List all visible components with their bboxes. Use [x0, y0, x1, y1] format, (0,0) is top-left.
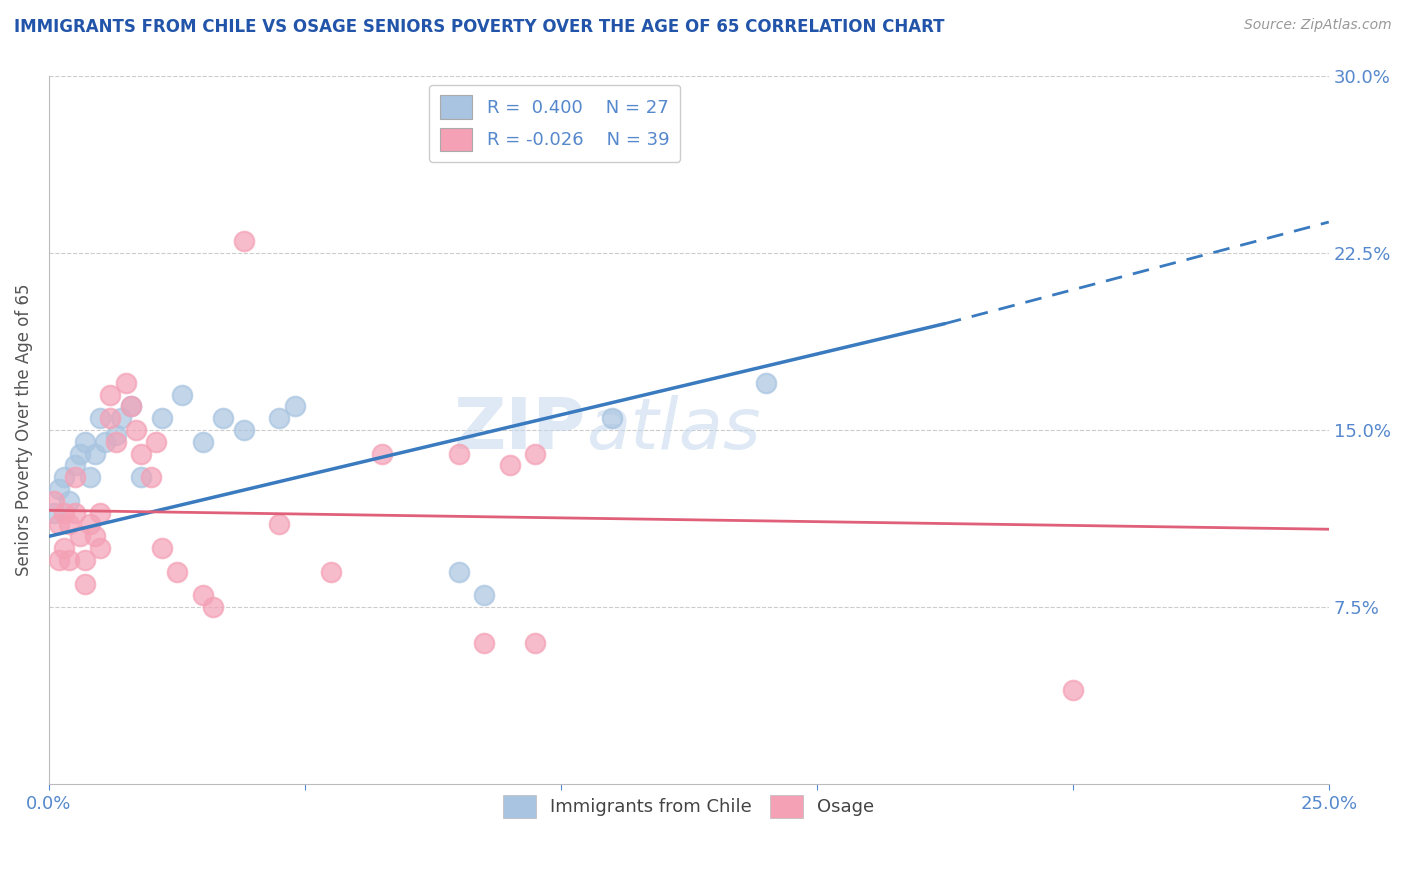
Point [73, 553, 96, 567]
Point [114, 376, 136, 390]
Point [73, 434, 96, 449]
Point [499, 458, 522, 473]
Point [141, 470, 163, 484]
Point [166, 565, 188, 579]
Point [42, 506, 65, 520]
Point [120, 400, 142, 414]
Point [145, 434, 167, 449]
Point [110, 411, 132, 425]
Point [58, 553, 80, 567]
Point [129, 447, 152, 461]
Point [170, 387, 193, 401]
Point [48, 553, 70, 567]
Text: IMMIGRANTS FROM CHILE VS OSAGE SENIORS POVERTY OVER THE AGE OF 65 CORRELATION CH: IMMIGRANTS FROM CHILE VS OSAGE SENIORS P… [14, 18, 945, 36]
Point [63, 470, 86, 484]
Point [48, 482, 70, 496]
Text: ZIP: ZIP [454, 395, 586, 465]
Point [89, 541, 111, 555]
Point [63, 458, 86, 473]
Point [150, 411, 173, 425]
Point [53, 470, 76, 484]
Point [269, 411, 291, 425]
Point [89, 506, 111, 520]
Point [53, 506, 76, 520]
Point [94, 434, 117, 449]
Point [212, 411, 235, 425]
Point [191, 434, 214, 449]
Point [150, 541, 173, 555]
Point [472, 635, 495, 649]
Point [1062, 682, 1084, 697]
Point [63, 506, 86, 520]
Point [447, 447, 470, 461]
Point [319, 565, 342, 579]
Legend: Immigrants from Chile, Osage: Immigrants from Chile, Osage [496, 788, 882, 825]
Point [69, 529, 91, 543]
Point [201, 600, 224, 615]
Point [84, 529, 107, 543]
Point [100, 387, 122, 401]
Point [472, 588, 495, 602]
Point [84, 447, 107, 461]
Point [755, 376, 778, 390]
Point [69, 447, 91, 461]
Point [232, 234, 254, 248]
Point [232, 423, 254, 437]
Point [100, 411, 122, 425]
Point [125, 423, 148, 437]
Text: Source: ZipAtlas.com: Source: ZipAtlas.com [1244, 18, 1392, 32]
Point [652, 139, 675, 153]
Point [370, 447, 392, 461]
Point [120, 400, 142, 414]
Point [48, 517, 70, 532]
Point [79, 517, 101, 532]
Point [58, 494, 80, 508]
Point [53, 541, 76, 555]
Point [89, 411, 111, 425]
Point [129, 470, 152, 484]
Point [524, 635, 547, 649]
Point [524, 447, 547, 461]
Point [73, 576, 96, 591]
Point [79, 470, 101, 484]
Y-axis label: Seniors Poverty Over the Age of 65: Seniors Poverty Over the Age of 65 [15, 284, 32, 576]
Point [42, 494, 65, 508]
Point [269, 517, 291, 532]
Point [284, 400, 307, 414]
Point [447, 565, 470, 579]
Point [600, 411, 623, 425]
Text: atlas: atlas [586, 395, 761, 465]
Point [191, 588, 214, 602]
Point [104, 427, 127, 442]
Point [104, 434, 127, 449]
Point [58, 517, 80, 532]
